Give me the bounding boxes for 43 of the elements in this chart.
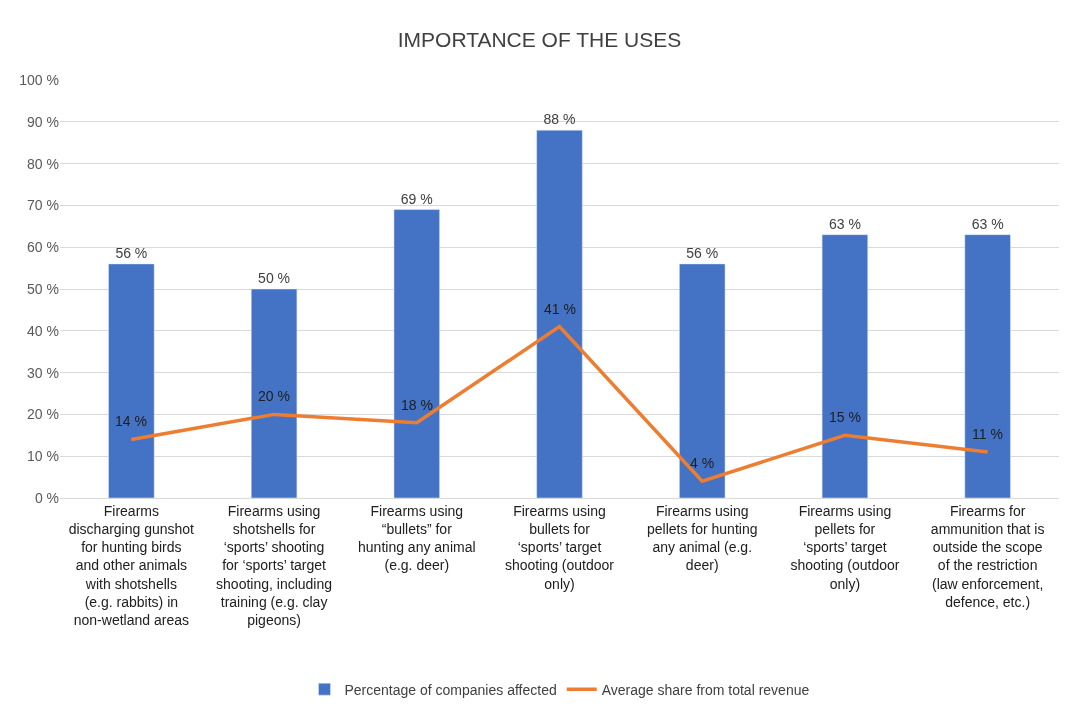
y-tick-label: 100 % (19, 71, 59, 88)
data-label: 20 % (258, 388, 290, 404)
y-tick-label: 10 % (27, 448, 59, 465)
data-label: 56 % (115, 244, 148, 261)
y-tick-label: 0 % (34, 489, 59, 506)
data-label: 4 % (690, 455, 715, 471)
y-tick-label: 20 % (27, 406, 59, 423)
data-label: 11 % (972, 426, 1003, 442)
data-label: 14 % (115, 413, 147, 429)
data-label: 15 % (829, 409, 861, 425)
chart-title: IMPORTANCE OF THE USES (397, 28, 682, 52)
line-series (129, 324, 990, 484)
bar (393, 209, 440, 498)
data-label: 63 % (971, 215, 1004, 232)
legend-label: Percentage of companies affected (344, 681, 557, 698)
data-label: 56 % (686, 244, 719, 261)
x-tick-label: Firearms using pellets for ‘sports’ target shooting (outdoor only) (790, 502, 900, 592)
data-label: 18 % (401, 397, 433, 413)
bar (536, 129, 583, 498)
y-tick-label: 90 % (27, 113, 59, 130)
x-tick-label: Firearms discharging gunshot for hunting birds and other animals with shotshells (e.g. rabbits) in non-wetland areas (68, 502, 195, 628)
bar (108, 263, 155, 498)
y-tick-label: 80 % (27, 155, 59, 172)
legend-label: Average share from total revenue (601, 681, 810, 698)
bar (964, 234, 1011, 498)
y-tick-label: 70 % (27, 197, 59, 214)
x-tick-label: Firearms using pellets for hunting any animal (e.g. deer) (646, 502, 758, 574)
y-tick-label: 50 % (27, 280, 59, 297)
x-tick-label: Firearms using “bullets” for hunting any animal (e.g. deer) (358, 502, 476, 574)
data-label: 50 % (258, 270, 291, 286)
y-tick-label: 40 % (27, 322, 59, 339)
x-tick-label: Firearms using bullets for ‘sports’ target shooting (outdoor only) (505, 502, 615, 592)
x-tick-label: Firearms using shotshells for ‘sports’ shooting for ‘sports’ target shooting, including training (e.g. clay pigeons) (216, 502, 333, 628)
data-label: 63 % (828, 215, 861, 232)
data-label: 41 % (544, 301, 576, 317)
y-tick-label: 60 % (27, 239, 59, 256)
x-tick-label: Firearms for ammunition that is outside the scope of the restriction (law enforcement, defence, etc.) (930, 502, 1045, 610)
bar (679, 263, 726, 498)
data-label: 69 % (400, 190, 433, 207)
bar (250, 288, 298, 498)
bar (821, 234, 869, 498)
data-label: 88 % (543, 111, 576, 128)
y-tick-label: 30 % (27, 364, 59, 381)
